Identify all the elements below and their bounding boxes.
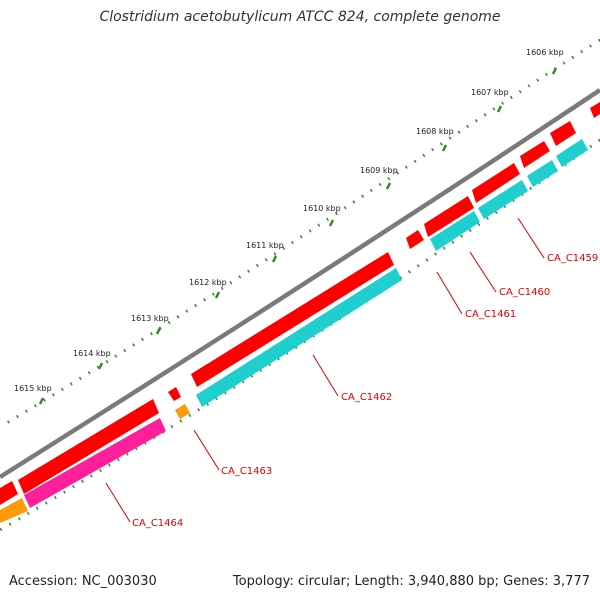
label-leader: [193, 429, 220, 471]
major-tick: [155, 327, 162, 335]
gene-label: CA_C1462: [341, 392, 392, 403]
cds-arrow: [18, 399, 159, 494]
feature-block: [478, 180, 528, 219]
cds-forward-track: [0, 102, 600, 505]
tick-label: 1608 kbp: [416, 127, 454, 136]
cds-arrow: [550, 121, 576, 146]
scale-ring: 1606 kbp 1607 kbp 1608 kbp 1609 kbp 1610…: [0, 38, 600, 429]
major-tick: [496, 105, 503, 113]
cds-arrow: [590, 102, 600, 118]
cds-arrow: [424, 196, 474, 237]
accession-text: Accession: NC_003030: [9, 574, 157, 589]
tick-label: 1613 kbp: [131, 314, 169, 323]
feature-track: [0, 139, 588, 523]
tick-label: 1610 kbp: [303, 204, 341, 213]
tick-label: 1607 kbp: [471, 88, 509, 97]
tick-label: 1609 kbp: [360, 166, 398, 175]
feature-block: [556, 139, 588, 167]
cds-arrow: [472, 163, 520, 203]
gene-label: CA_C1463: [221, 466, 272, 477]
gene-label: CA_C1461: [465, 309, 516, 320]
feature-block: [430, 211, 480, 251]
major-tick: [551, 67, 558, 75]
gene-label: CA_C1459: [547, 253, 598, 264]
label-leader: [469, 251, 497, 293]
scale-major-ticks: [38, 67, 558, 405]
cds-arrow: [520, 141, 550, 168]
major-tick: [385, 182, 392, 190]
major-tick: [441, 144, 448, 152]
gene-label: CA_C1464: [132, 518, 183, 529]
genome-stats-text: Topology: circular; Length: 3,940,880 bp…: [232, 574, 590, 589]
tick-label: 1614 kbp: [73, 349, 111, 358]
feature-block: [0, 498, 28, 523]
cds-arrow: [191, 252, 394, 387]
cds-arrow: [406, 230, 424, 249]
major-tick: [38, 397, 45, 405]
genome-backbone: [0, 88, 600, 479]
tick-label: 1611 kbp: [246, 241, 284, 250]
feature-block: [175, 404, 190, 419]
tick-label: 1606 kbp: [526, 48, 564, 57]
label-leader: [436, 271, 463, 315]
feature-block: [196, 268, 402, 407]
major-tick: [97, 362, 104, 370]
label-leader: [105, 482, 131, 523]
cds-arrow: [0, 481, 18, 505]
feature-block: [527, 160, 558, 187]
label-leader: [312, 354, 339, 397]
major-tick: [328, 219, 335, 227]
tick-label: 1615 kbp: [14, 384, 52, 393]
gene-label: CA_C1460: [499, 287, 550, 298]
feature-block: [24, 418, 166, 508]
map-title: Clostridium acetobutylicum ATCC 824, com…: [99, 9, 501, 25]
major-tick: [214, 291, 221, 299]
major-tick: [271, 255, 278, 263]
gene-label-leaders: [105, 217, 545, 523]
scale-minor-ticks: [0, 38, 600, 429]
cds-arrow: [168, 387, 181, 401]
tick-label: 1612 kbp: [189, 278, 227, 287]
label-leader: [517, 217, 545, 259]
